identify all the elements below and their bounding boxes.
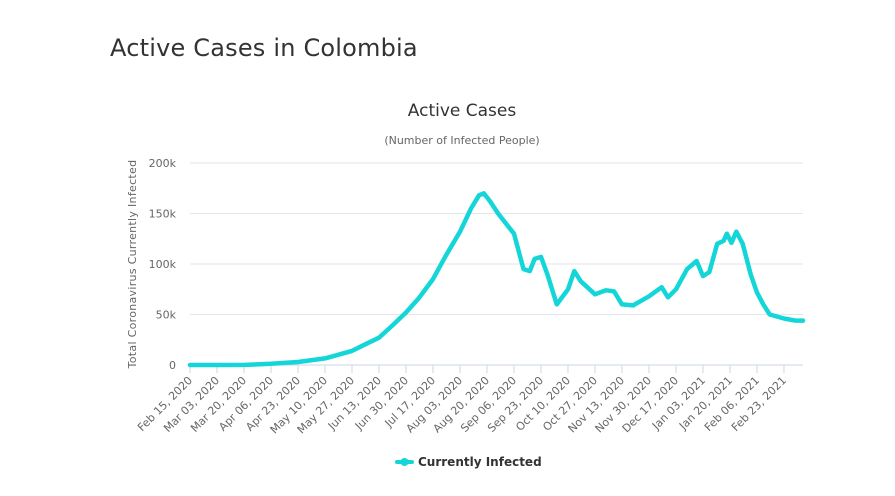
chart-title: Active Cases xyxy=(408,101,517,121)
legend-marker-icon xyxy=(400,458,409,466)
y-tick-label: 150k xyxy=(149,208,177,221)
grid-lines xyxy=(190,162,803,315)
y-tick-label: 200k xyxy=(149,157,177,170)
y-tick-label: 100k xyxy=(149,258,177,271)
page-title: Active Cases in Colombia xyxy=(110,34,418,62)
y-axis-ticks: 0 50k 100k 150k 200k xyxy=(149,157,177,372)
legend-label[interactable]: Currently Infected xyxy=(418,455,542,469)
y-axis-label: Total Coronavirus Currently Infected xyxy=(126,160,139,370)
series-group xyxy=(187,191,806,368)
series-line-currently-infected[interactable] xyxy=(187,191,806,368)
y-tick-label: 50k xyxy=(156,309,177,322)
chart-subtitle: (Number of Infected People) xyxy=(384,134,539,147)
legend[interactable]: Currently Infected xyxy=(395,455,542,469)
y-tick-label: 0 xyxy=(169,359,176,372)
